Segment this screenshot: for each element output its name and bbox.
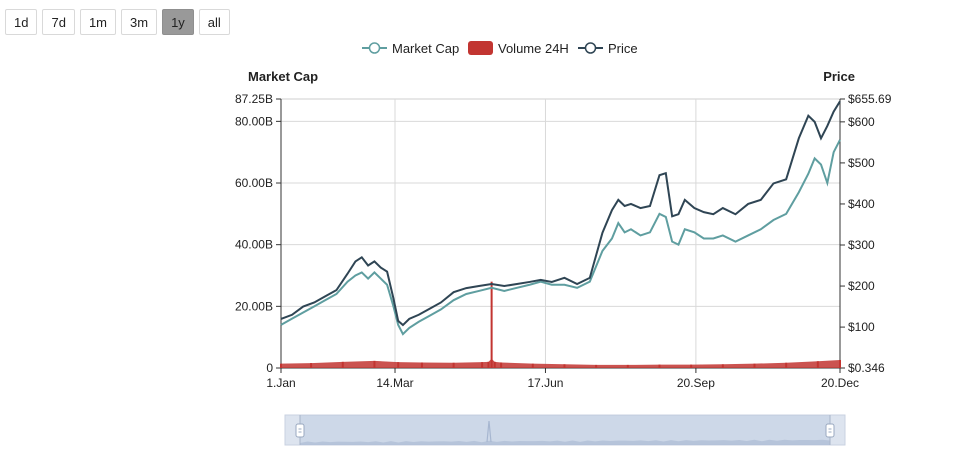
x-axis-tick-label: 20.Sep	[677, 376, 715, 390]
right-axis-tick-label: $200	[848, 279, 875, 293]
range-button-1y[interactable]: 1y	[162, 9, 194, 35]
left-axis-tick-label: 40.00B	[235, 238, 273, 252]
x-axis-tick-label: 17.Jun	[527, 376, 563, 390]
volume-bar	[490, 281, 493, 368]
right-axis-tick-label: $400	[848, 197, 875, 211]
left-axis-tick-label: 80.00B	[235, 114, 273, 128]
plot-border	[280, 98, 841, 369]
x-axis-tick-label: 14.Mar	[376, 376, 413, 390]
legend-item-price[interactable]: Price	[578, 41, 638, 56]
right-axis-tick-label: $100	[848, 320, 875, 334]
navigator-spike	[486, 420, 492, 443]
left-axis-tick-label: 0	[266, 361, 273, 375]
navigator-handle-right[interactable]	[825, 423, 835, 438]
range-button-1d[interactable]: 1d	[5, 9, 38, 35]
navigator-handle-left[interactable]	[295, 423, 305, 438]
left-axis-title: Market Cap	[248, 69, 318, 84]
range-button-all[interactable]: all	[198, 9, 230, 35]
zoom-navigator[interactable]	[284, 414, 846, 446]
right-axis-tick-label: $655.69	[848, 92, 892, 106]
navigator-preview	[300, 439, 830, 445]
legend-item-market-cap[interactable]: Market Cap	[362, 41, 459, 56]
legend-label: Volume 24H	[498, 41, 569, 56]
right-axis-tick-label: $500	[848, 156, 875, 170]
legend-label: Market Cap	[392, 41, 459, 56]
legend-marker	[584, 42, 597, 54]
x-axis-tick-label: 20.Dec	[821, 376, 859, 390]
right-axis-tick-label: $600	[848, 115, 875, 129]
right-axis-title: Price	[823, 69, 855, 84]
legend-swatch	[468, 41, 493, 55]
price-line	[280, 100, 841, 327]
range-button-1m[interactable]: 1m	[79, 9, 116, 35]
market-cap-line	[280, 139, 841, 336]
left-axis-tick-label: 60.00B	[235, 176, 273, 190]
legend-label: Price	[608, 41, 638, 56]
left-axis-tick-label: 87.25B	[235, 92, 273, 106]
legend-item-volume-24h[interactable]: Volume 24H	[468, 41, 569, 56]
volume-area	[281, 358, 840, 368]
right-axis-tick-label: $0.346	[848, 361, 885, 375]
x-axis-tick-label: 1.Jan	[266, 376, 295, 390]
range-button-3m[interactable]: 3m	[121, 9, 158, 35]
time-range-selector: 1d 7d 1m 3m 1y all	[5, 9, 230, 35]
left-axis-tick-label: 20.00B	[235, 299, 273, 313]
navigator-selection[interactable]	[300, 415, 830, 445]
legend-marker	[368, 42, 381, 54]
right-axis-tick-label: $300	[848, 238, 875, 252]
range-button-7d[interactable]: 7d	[42, 9, 75, 35]
